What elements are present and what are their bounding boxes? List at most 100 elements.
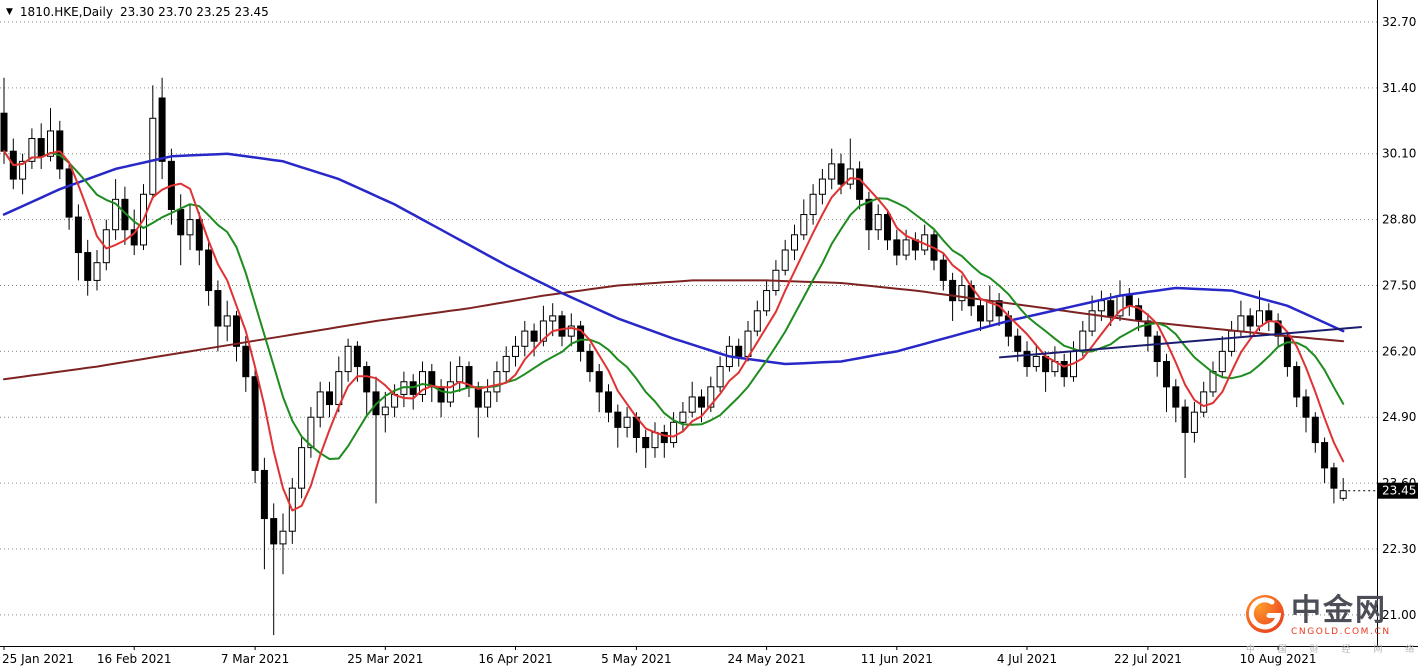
- candle-body: [549, 315, 557, 322]
- candle-body: [623, 416, 631, 428]
- watermark-row: 中金网 CNGOLD.COM.CN: [1244, 593, 1416, 639]
- candle-body: [1107, 300, 1115, 317]
- candle-body: [800, 214, 808, 236]
- candle-body: [698, 396, 705, 408]
- candle-body: [642, 436, 650, 449]
- candle-body: [233, 315, 240, 347]
- price-axis-label: 28.80: [1382, 213, 1416, 227]
- candle-body: [1256, 310, 1263, 327]
- candle-body: [958, 284, 966, 302]
- ma-medium-line: [3, 150, 1345, 460]
- date-axis-label: 7 Mar 2021: [221, 652, 289, 666]
- candle-body: [149, 117, 157, 195]
- candle-body: [1163, 360, 1170, 388]
- candle-body: [56, 130, 64, 170]
- watermark-tagline: 中 国 财 经 网 络 媒 体: [1246, 645, 1418, 655]
- candle-body: [809, 193, 817, 216]
- candle-body: [1023, 350, 1031, 368]
- candle-body: [205, 249, 213, 292]
- candle-body: [781, 249, 789, 271]
- candle-body: [1042, 355, 1050, 373]
- watermark: 中金网 CNGOLD.COM.CN 中 国 财 经 网 络 媒 体: [1244, 593, 1418, 655]
- candle-body: [242, 345, 250, 378]
- candle-body: [1311, 416, 1319, 444]
- watermark-domain: CNGOLD.COM.CN: [1291, 627, 1391, 638]
- candle-body: [1283, 335, 1291, 368]
- price-axis-label: 26.20: [1382, 344, 1416, 358]
- candle-body: [670, 421, 678, 444]
- trendline[interactable]: [999, 326, 1362, 359]
- candle-body: [1265, 310, 1273, 322]
- price-axis-label: 31.40: [1382, 81, 1416, 95]
- candle-body: [856, 168, 864, 200]
- candle-body: [363, 366, 371, 393]
- candle-body: [195, 219, 203, 251]
- candle-body: [837, 163, 845, 185]
- current-price-tag: 23.45: [1378, 482, 1418, 499]
- candle-body: [1200, 391, 1208, 413]
- candle-body: [493, 371, 501, 393]
- candle-body: [484, 391, 492, 408]
- candle-body: [1032, 355, 1040, 368]
- candle-body: [977, 305, 984, 322]
- candle-body: [37, 138, 45, 157]
- symbol-dropdown-icon[interactable]: ▼: [6, 6, 13, 17]
- candle-body: [251, 376, 259, 471]
- candle-body: [112, 198, 120, 231]
- candle-body: [716, 366, 724, 388]
- candle-body: [558, 315, 566, 337]
- date-axis-label: 25 Jan 2021: [2, 652, 74, 666]
- candle-body: [1293, 366, 1301, 398]
- candle-body: [539, 320, 547, 342]
- candle-body: [791, 234, 798, 251]
- candle-body: [577, 325, 585, 352]
- date-axis-label: 10 Aug 2021: [1240, 652, 1317, 666]
- date-axis-label: 25 Mar 2021: [347, 652, 423, 666]
- candle-body: [530, 330, 538, 342]
- candle-body: [1125, 295, 1133, 307]
- candle-body: [679, 411, 687, 423]
- symbol-period-label: 1810.HKE,Daily: [19, 5, 113, 19]
- candle-body: [214, 290, 222, 327]
- cngold-logo-icon: [1244, 593, 1286, 639]
- grid-layer: [0, 21, 1377, 616]
- ma-slow-line: [2, 152, 1345, 366]
- candle-body: [1218, 350, 1226, 373]
- candle-body: [586, 350, 594, 373]
- ma-fast-line: [3, 150, 1345, 512]
- candle-body: [735, 345, 743, 357]
- candle-body: [270, 518, 278, 545]
- candle-body: [1181, 406, 1189, 433]
- candle-body: [1014, 335, 1022, 352]
- price-axis-label: 27.50: [1382, 278, 1416, 292]
- date-axis-label: 11 Jun 2021: [861, 652, 933, 666]
- candle-body: [605, 391, 612, 413]
- candle-body: [158, 97, 166, 162]
- date-axis-label: 16 Feb 2021: [97, 652, 172, 666]
- candle-body: [456, 366, 464, 383]
- candle-body: [19, 160, 27, 180]
- candle-body: [381, 406, 389, 416]
- date-axis-label: 16 Apr 2021: [478, 652, 552, 666]
- candle-body: [614, 411, 622, 428]
- candle-body: [1228, 330, 1236, 352]
- candle-body: [326, 391, 333, 406]
- candle-body: [28, 138, 36, 162]
- candle-body: [512, 345, 519, 357]
- candle-body: [949, 279, 957, 302]
- candle-body: [884, 214, 891, 241]
- candle-body: [660, 431, 668, 444]
- price-axis-label: 24.90: [1382, 410, 1416, 424]
- candle-body: [307, 416, 315, 449]
- candle-body: [1339, 490, 1347, 499]
- price-axis-label: 22.30: [1382, 542, 1416, 556]
- price-axis-label: 30.10: [1382, 147, 1416, 161]
- candle-body: [1097, 300, 1105, 312]
- candle-body: [707, 386, 715, 408]
- ma-very-slow-line: [3, 279, 1345, 381]
- candle-body: [1172, 386, 1180, 408]
- candle-body: [1321, 442, 1329, 469]
- candle-body: [130, 229, 138, 246]
- candle-body: [1153, 335, 1161, 362]
